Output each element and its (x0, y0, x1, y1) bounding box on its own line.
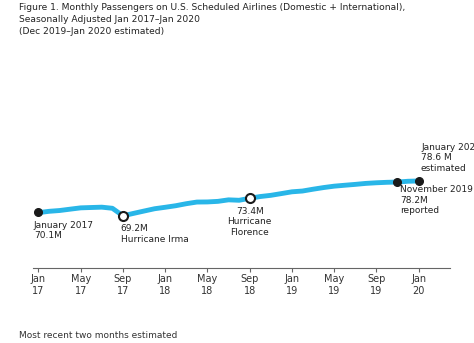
Text: January 2017
70.1M: January 2017 70.1M (34, 221, 94, 240)
Text: 73.4M
Hurricane
Florence: 73.4M Hurricane Florence (228, 207, 272, 237)
Text: Most recent two months estimated: Most recent two months estimated (19, 331, 177, 340)
Text: 69.2M
Hurricane Irma: 69.2M Hurricane Irma (120, 224, 188, 244)
Text: Figure 1. Monthly Passengers on U.S. Scheduled Airlines (Domestic + Internationa: Figure 1. Monthly Passengers on U.S. Sch… (19, 3, 405, 36)
Text: January 2020
78.6 M
estimated: January 2020 78.6 M estimated (421, 143, 474, 173)
Text: November 2019
78.2M
reported: November 2019 78.2M reported (400, 185, 473, 215)
